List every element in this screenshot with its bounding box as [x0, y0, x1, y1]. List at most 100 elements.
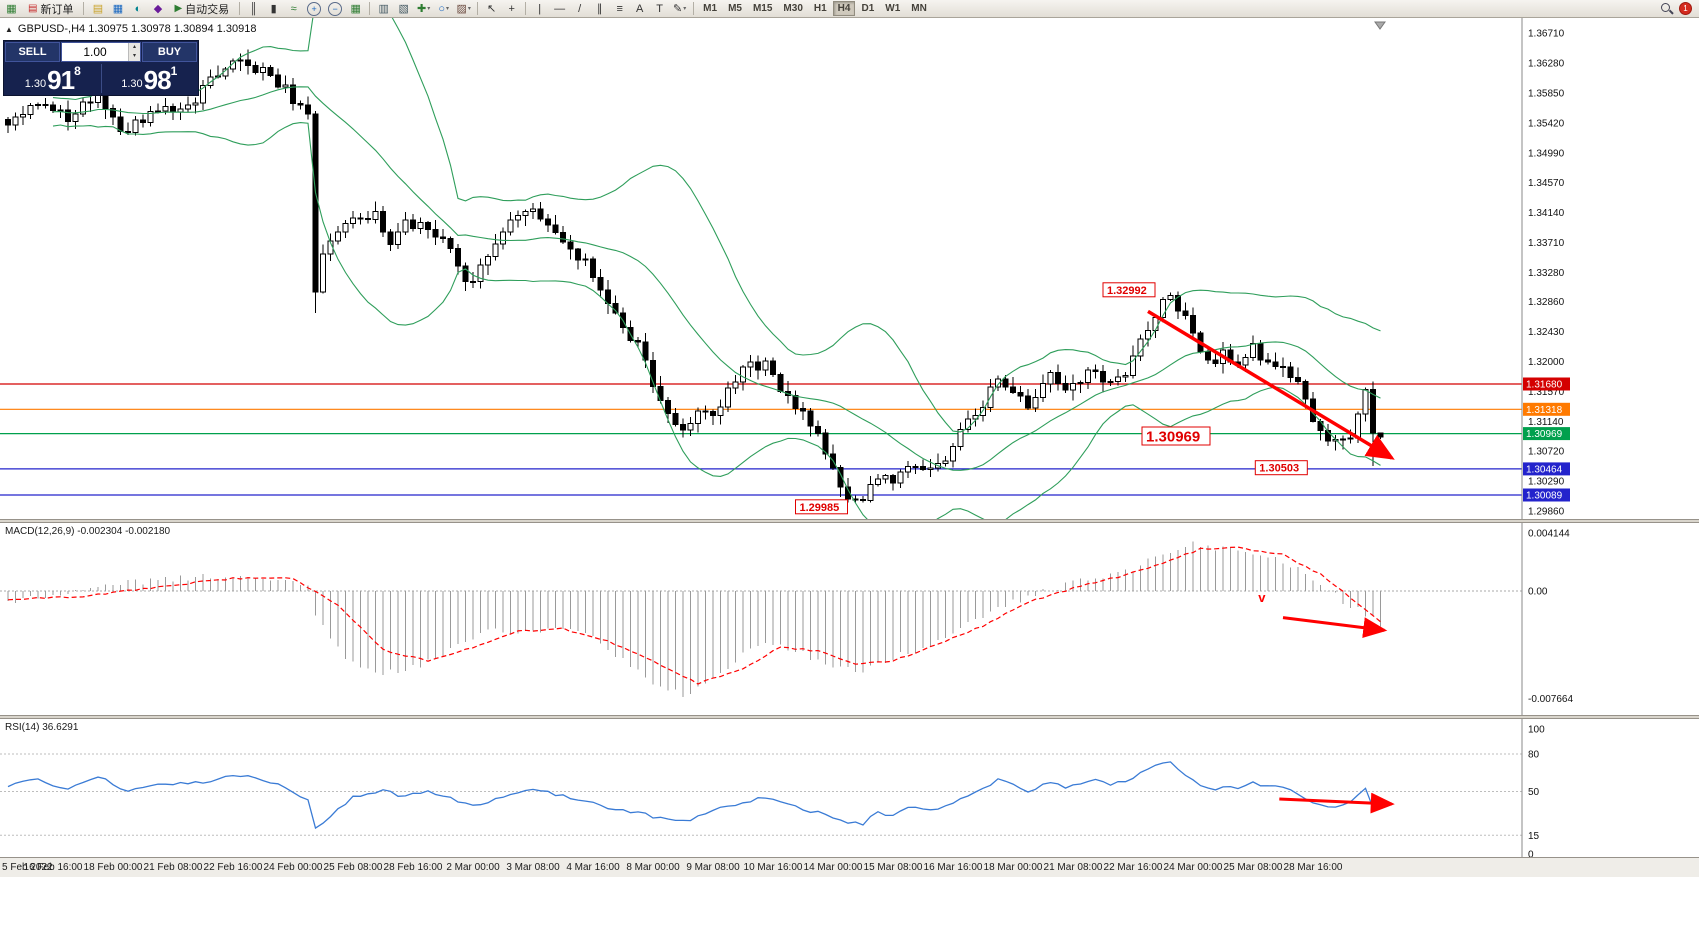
time-label: 8 Mar 00:00 [626, 862, 680, 873]
rsi-scale[interactable]: 100 80 50 15 0 [1521, 719, 1699, 857]
time-axis[interactable]: 5 Feb 2022 16 Feb 16:00 18 Feb 00:00 21 Feb… [0, 857, 1699, 877]
symbol-ohlc-line: ▲ GBPUSD-,H4 1.30975 1.30978 1.30894 1.3… [5, 23, 256, 35]
data-window-icon[interactable]: ◐ [134, 2, 142, 15]
rsi-level-lines [0, 753, 1522, 836]
label-tool-icon[interactable]: T [656, 2, 664, 15]
chart-shift-icon[interactable]: ▧ [398, 2, 409, 15]
timeframe-M1-button[interactable]: M1 [703, 3, 718, 14]
sell-button[interactable]: SELL [5, 42, 60, 62]
time-label: 25 Feb 08:00 [323, 862, 383, 873]
ask-price[interactable]: 1.30 98 1 [102, 63, 198, 94]
tile-windows-icon[interactable]: ▦ [350, 2, 361, 15]
time-label: 21 Mar 08:00 [1043, 862, 1103, 873]
price-chart-panel[interactable]: 1.36710 1.36280 1.35850 1.35420 1.34990 1.345… [0, 18, 1699, 519]
volume-increase-button[interactable]: ▴ [132, 44, 136, 50]
notification-badge-icon[interactable]: 1 [1679, 2, 1692, 15]
svg-text:1.36710: 1.36710 [1528, 29, 1565, 40]
periods-icon[interactable]: ○ ▾ [438, 2, 449, 15]
timeframe-M15-button[interactable]: M15 [752, 3, 773, 14]
time-label: 2 Mar 00:00 [446, 862, 500, 873]
macd-drawings[interactable]: v [1258, 590, 1388, 639]
timeframe-MN-button[interactable]: MN [911, 3, 927, 14]
svg-text:1.31680: 1.31680 [1526, 380, 1563, 391]
time-label: 18 Mar 00:00 [983, 862, 1043, 873]
timeframe-M30-button[interactable]: M30 [783, 3, 803, 14]
macd-scale[interactable]: 0.004144 0.00 -0.007664 [1521, 523, 1699, 715]
price-annotation-box [1102, 282, 1156, 298]
new-chart-icon[interactable]: ▦ [6, 2, 17, 15]
text-tool-icon[interactable]: A [635, 2, 644, 15]
time-label: 16 Mar 16:00 [923, 862, 983, 873]
templates-icon[interactable]: ▨ ▾ [456, 2, 471, 15]
trade-panel-collapse-icon[interactable]: ▲ [5, 24, 13, 34]
auto-trading-button[interactable]: ▶ 自动交易 [174, 3, 230, 16]
ask-point-digit: 1 [170, 64, 178, 78]
auto-arrange-icon[interactable]: ▥ [378, 2, 389, 15]
svg-text:1.35850: 1.35850 [1528, 89, 1565, 100]
arrows-tool-icon[interactable]: ✎ ▾ [673, 2, 687, 15]
toolbar-separator [239, 2, 241, 15]
time-label: 24 Mar 00:00 [1163, 862, 1223, 873]
macd-histogram [7, 541, 1381, 697]
svg-text:1.33710: 1.33710 [1528, 238, 1565, 249]
volume-input[interactable] [62, 43, 128, 61]
volume-decrease-button[interactable]: ▾ [132, 53, 136, 59]
navigator-icon[interactable]: ◆ [153, 2, 163, 15]
zoom-out-icon[interactable]: − [328, 1, 343, 16]
search-icon[interactable] [1660, 2, 1673, 15]
timeframe-D1-button[interactable]: D1 [861, 3, 875, 14]
profiles-icon[interactable]: ▤ [92, 2, 104, 15]
timeframe-W1-button[interactable]: W1 [885, 3, 901, 14]
chart-shift-triangle-icon[interactable] [1374, 21, 1386, 30]
svg-text:1.33280: 1.33280 [1528, 268, 1565, 279]
zoom-in-icon[interactable]: + [307, 1, 322, 16]
vertical-line-tool-icon[interactable]: | [538, 2, 542, 15]
time-label: 10 Mar 16:00 [743, 862, 803, 873]
timeframe-H1-button[interactable]: H1 [813, 3, 827, 14]
buy-button[interactable]: BUY [142, 42, 197, 62]
new-order-icon: ▤ [28, 3, 38, 14]
candlestick-mode-icon[interactable]: ▮ [270, 2, 277, 15]
symbol-ohlc-text: GBPUSD-,H4 1.30975 1.30978 1.30894 1.309… [17, 23, 257, 35]
svg-text:1.29860: 1.29860 [1528, 507, 1565, 518]
cursor-icon[interactable]: ↖ [487, 2, 497, 15]
crosshair-icon[interactable]: + [508, 2, 515, 15]
time-label: 28 Mar 16:00 [1283, 862, 1343, 873]
panel-resize-separator[interactable] [0, 715, 1699, 719]
svg-text:1.30969: 1.30969 [1526, 429, 1563, 440]
svg-text:1.30464: 1.30464 [1526, 464, 1563, 475]
chart-annotations[interactable]: 1.32992 1.30969 1.30503 1.29985 [795, 282, 1395, 515]
line-chart-mode-icon[interactable]: ≈ [290, 2, 297, 15]
bollinger-upper-line [52, 18, 1381, 433]
svg-text:1.30089: 1.30089 [1526, 491, 1563, 502]
bollinger-middle-line [52, 86, 1381, 471]
bar-chart-mode-icon[interactable]: ║ [249, 2, 258, 15]
svg-text:1.30720: 1.30720 [1528, 447, 1565, 458]
timeframe-M5-button[interactable]: M5 [728, 3, 742, 14]
rsi-indicator-panel[interactable]: 100 80 50 15 0 [0, 719, 1699, 857]
trendline-tool-icon[interactable]: / [578, 2, 582, 15]
bid-prefix: 1.30 [24, 78, 47, 90]
add-indicator-icon[interactable]: ✚ ▾ [417, 2, 431, 15]
macd-indicator-panel[interactable]: 0.004144 0.00 -0.007664 v [0, 523, 1699, 715]
channel-tool-icon[interactable]: ∥ [596, 2, 603, 15]
bid-price[interactable]: 1.30 91 8 [5, 63, 101, 94]
time-label: 22 Mar 16:00 [1103, 862, 1163, 873]
macd-arrow [1282, 616, 1388, 639]
price-scale[interactable]: 1.36710 1.36280 1.35850 1.35420 1.34990 1.345… [1521, 18, 1699, 519]
new-order-button[interactable]: ▤ 新订单 [28, 3, 74, 16]
main-toolbar: ▦ ▤ 新订单 ▤ ▦ ◐ ◆ ▶ 自动交易 ║ ▮ ≈ + − ▦ ▥ ▧ ✚ ▾ ○ ▾ ▨ ▾ ↖ + | — / ∥ ≡ A T ✎ ▾ M… [0, 0, 1699, 18]
panel-resize-separator[interactable] [0, 519, 1699, 523]
svg-text:1.32430: 1.32430 [1528, 327, 1565, 338]
svg-text:100: 100 [1528, 725, 1545, 736]
market-watch-icon[interactable]: ▦ [112, 2, 124, 15]
horizontal-line-tool-icon[interactable]: — [554, 2, 566, 15]
fibonacci-tool-icon[interactable]: ≡ [616, 2, 623, 15]
rsi-indicator-label: RSI(14) 36.6291 [5, 722, 79, 733]
rsi-arrow[interactable] [1279, 792, 1395, 814]
time-label: 9 Mar 08:00 [686, 862, 740, 873]
timeframe-H4-button[interactable]: H4 [832, 1, 856, 16]
svg-text:1.34570: 1.34570 [1528, 178, 1565, 189]
